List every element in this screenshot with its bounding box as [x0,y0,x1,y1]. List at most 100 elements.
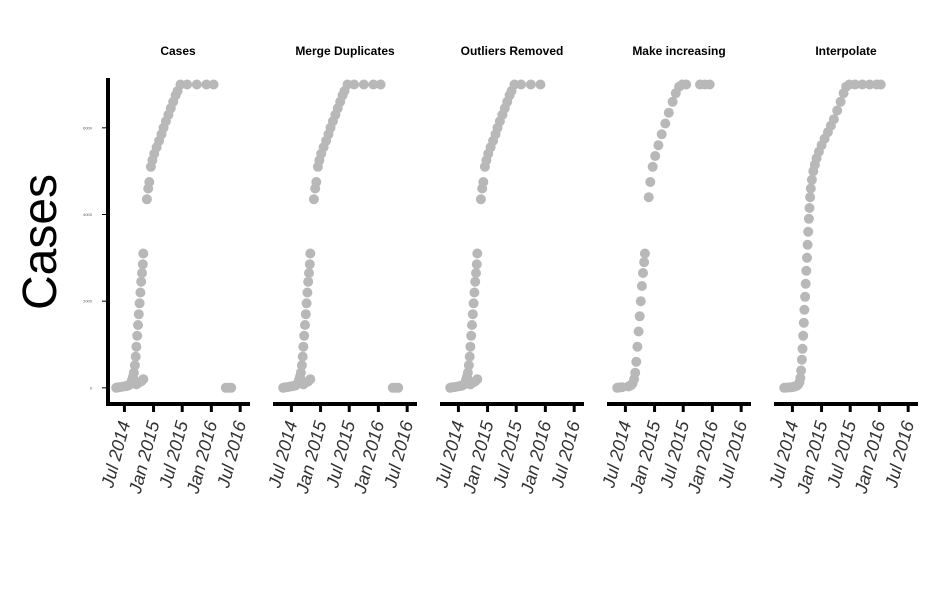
data-point [191,79,202,90]
data-point [358,79,369,90]
data-point [633,326,644,337]
data-point [472,374,483,385]
data-point [645,177,656,187]
data-point [802,239,813,250]
data-point [299,330,310,341]
data-point [469,287,480,298]
data-point [305,248,316,259]
data-point [828,114,839,125]
data-point [464,351,475,362]
data-point [535,79,546,90]
data-point [304,259,315,270]
data-point [136,276,147,287]
data-point [298,341,309,352]
data-point [631,356,642,367]
data-point [226,382,237,393]
data-point [201,79,212,90]
data-point [857,79,868,90]
data-point [304,268,314,278]
panel-title: Merge Duplicates [295,44,395,58]
data-point [135,287,146,298]
data-point [138,248,149,259]
data-point [864,79,875,90]
data-point [797,343,808,354]
data-point [636,281,647,291]
data-point [647,161,658,172]
data-point [650,151,661,161]
data-point [800,291,811,302]
data-point [467,320,477,330]
y-axis-label: Cases [14,174,67,310]
data-point [465,341,476,352]
data-point [805,192,816,203]
data-point [800,278,811,289]
data-point [875,79,886,90]
data-point [638,268,648,278]
data-point [803,226,814,237]
data-point [681,79,692,90]
data-point [138,374,149,385]
data-point [133,320,143,330]
data-point [471,259,482,270]
data-point [832,105,843,116]
data-point [132,330,143,341]
data-point [182,79,193,90]
data-point [296,360,307,371]
data-point [137,259,148,270]
data-point [470,276,481,287]
data-point [301,298,312,309]
data-point [133,309,144,320]
data-point [463,360,474,371]
data-point [302,287,313,298]
data-point [653,140,664,151]
data-point [303,276,314,287]
data-point [803,213,814,224]
data-point [208,79,219,90]
data-point [137,268,147,278]
data-point [663,107,674,118]
data-point [471,268,481,278]
data-point [804,203,815,213]
data-point [795,372,806,383]
data-point [798,317,809,328]
panel-title: Outliers Removed [461,44,564,58]
data-point [375,79,386,90]
data-point [349,79,360,90]
y-tick-label: 6000 [83,125,93,130]
data-point [802,252,812,263]
data-point [297,351,308,362]
data-point [630,367,641,378]
data-point [130,351,141,362]
data-point [835,96,846,107]
panel-title: Cases [160,44,196,58]
data-point [295,367,306,378]
data-point [850,79,861,90]
data-point [462,367,473,378]
data-point [144,177,155,187]
data-point [806,174,817,185]
data-point [635,296,646,307]
data-point [475,194,486,205]
panel-title: Make increasing [632,44,725,58]
data-point [801,265,812,276]
data-point [525,79,536,90]
data-point [656,129,667,140]
data-point [704,79,715,90]
data-point [308,194,319,205]
data-point [393,382,404,393]
data-point [305,374,316,385]
data-point [300,309,311,320]
y-tick-label: 0 [90,385,93,390]
data-point [131,341,142,352]
panel-title: Interpolate [815,44,877,58]
y-tick-label: 2000 [83,299,93,304]
data-point [300,320,310,330]
data-point [667,96,678,107]
data-point [639,257,650,268]
data-point [632,341,643,352]
